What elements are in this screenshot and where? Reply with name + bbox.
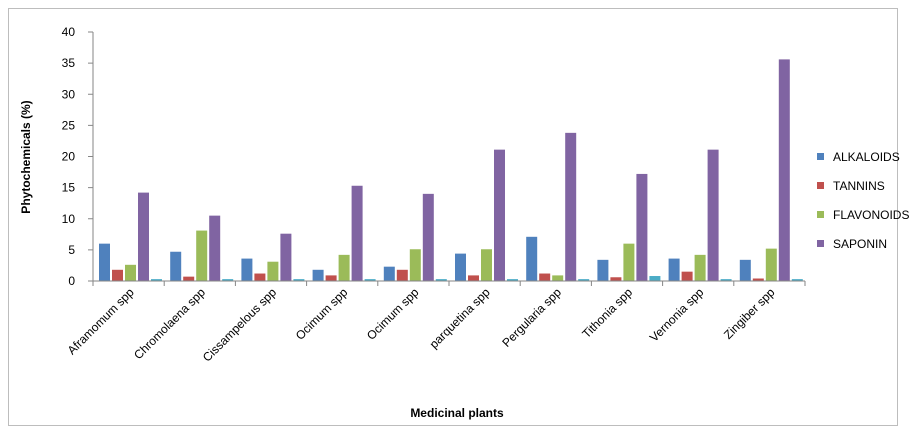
y-tick-label: 0 [68,274,75,288]
bars [99,59,803,281]
y-axis-title: Phytochemicals (%) [19,100,33,213]
bar [526,236,538,281]
x-tick-label: Chromolaena spp [131,285,208,362]
bar [481,249,492,281]
legend-swatch [817,211,824,218]
bar [455,253,466,281]
bar [325,275,337,281]
legend-label: SAPONIN [833,237,887,251]
bar [507,279,518,281]
bar [254,273,266,281]
chart-frame [8,8,898,426]
bar [280,233,292,281]
x-tick-label: Pergularia spp [499,285,564,350]
bar [552,275,564,281]
bar [494,149,505,281]
bar [752,278,764,281]
x-tick-label: Cissampelous spp [200,285,279,364]
y-tick-label: 25 [62,118,76,132]
legend-swatch [817,153,824,160]
legend-label: TANNINS [833,179,885,193]
bar [351,185,363,281]
x-tick-label: Aframomum spp [65,285,137,357]
bar [125,264,136,281]
bar [138,192,149,281]
bar [396,269,408,281]
bar [435,279,447,281]
bar [183,276,195,281]
y-tick-label: 10 [62,212,76,226]
x-tick-label: parquetina spp [427,285,493,351]
bar [623,243,635,281]
legend-label: FLAVONOIDS [833,208,909,222]
x-tick-label: Ocimum spp [364,285,422,343]
bar [99,243,110,281]
bar [649,276,661,281]
bar [707,149,719,281]
bar [610,277,622,281]
bar [241,258,253,281]
bar [409,249,421,281]
bar [422,193,434,281]
bar [293,279,305,281]
bar [791,279,803,281]
legend: ALKALOIDS TANNINS FLAVONOIDS SAPONIN [817,150,909,251]
bar [312,269,324,281]
x-tick-label: Zingiber spp [721,285,778,342]
bar [267,261,279,281]
bar [112,269,123,281]
y-tick-label: 30 [62,87,76,101]
y-tick-label: 5 [68,243,75,257]
x-tick-label: Tithonia spp [579,285,635,341]
y-tick-label: 35 [62,56,76,70]
bar [196,230,208,281]
legend-label: ALKALOIDS [833,150,900,164]
x-tick-label: Vernonia spp [647,285,707,345]
x-tick-label: Ocimum spp [293,285,351,343]
bar [222,279,234,281]
bar [338,254,350,281]
bar [539,273,551,281]
bar [720,279,732,281]
bar [209,215,221,281]
bar [668,258,680,281]
y-axis-ticks: 0 5 10 15 20 25 30 35 40 [62,25,93,288]
bar [681,271,693,281]
bar [565,132,577,281]
y-tick-label: 15 [62,181,76,195]
x-axis-title: Medicinal plants [410,406,504,420]
bar [778,59,790,281]
bar [170,251,182,281]
bar [364,279,376,281]
bar [151,279,162,281]
bar [636,173,648,281]
y-tick-label: 20 [62,150,76,164]
bar [578,279,590,281]
legend-swatch [817,182,824,189]
y-tick-label: 40 [62,25,76,39]
bar [694,254,706,281]
bar [597,259,609,281]
legend-swatch [817,240,824,247]
bar [739,259,751,281]
bar [468,275,479,281]
bar [765,248,777,281]
bar [383,266,395,281]
